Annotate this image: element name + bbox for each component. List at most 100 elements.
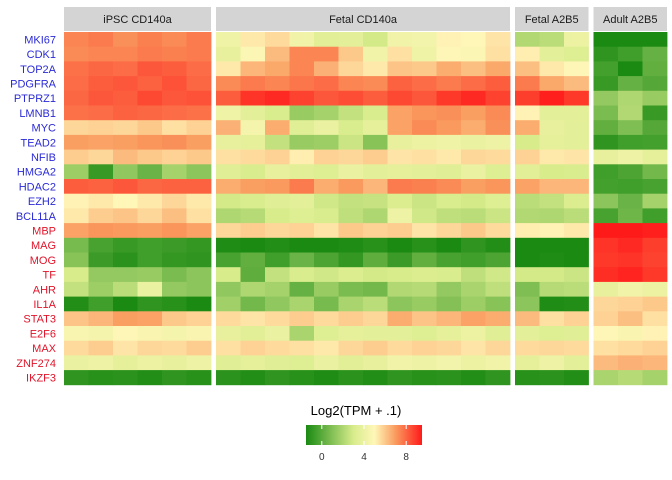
heatmap-cell xyxy=(461,252,486,268)
heatmap-cell xyxy=(289,105,315,121)
heatmap-cell xyxy=(240,237,266,253)
heatmap-cell xyxy=(289,90,315,106)
heatmap-cell xyxy=(113,120,138,136)
heatmap-cell xyxy=(436,237,462,253)
heatmap-cell xyxy=(485,120,511,136)
heatmap-cell xyxy=(387,61,413,77)
heatmap-cell xyxy=(338,340,364,356)
heatmap-cell xyxy=(265,134,290,150)
heatmap-cell xyxy=(515,252,540,268)
heatmap-cell xyxy=(515,134,540,150)
heatmap-cell xyxy=(539,326,565,342)
heatmap-cell xyxy=(412,149,437,165)
gene-labels: MKI67 CDK1 TOP2A PDGFRA PTPRZ1 LMNB1 MYC TEAD2 N… xyxy=(10,34,57,384)
heatmap-cell xyxy=(64,267,89,283)
heatmap-cell xyxy=(539,340,565,356)
heatmap-cell xyxy=(461,281,486,297)
heatmap-cell xyxy=(113,164,138,180)
heatmap-cell xyxy=(289,281,315,297)
heatmap-cell xyxy=(113,105,138,121)
heatmap-cell xyxy=(88,326,114,342)
heatmap-cell xyxy=(64,340,89,356)
heatmap-cell xyxy=(642,223,668,239)
heatmap-cell xyxy=(240,208,266,224)
heatmap-cell xyxy=(64,355,89,371)
panel-label: iPSC CD140a xyxy=(103,14,172,26)
heatmap-cell xyxy=(186,267,212,283)
heatmap-cell xyxy=(539,120,565,136)
heatmap-cell xyxy=(515,370,540,386)
heatmap-cell xyxy=(515,164,540,180)
heatmap-cell xyxy=(88,223,114,239)
gene-label: IL1A xyxy=(33,299,56,311)
heatmap-cell xyxy=(289,296,315,312)
heatmap-cell xyxy=(363,223,388,239)
heatmap-cell xyxy=(338,164,364,180)
heatmap-cell xyxy=(162,267,187,283)
heatmap-cell xyxy=(539,76,565,92)
heatmap-cell xyxy=(485,296,511,312)
heatmap-cell xyxy=(387,76,413,92)
heatmap-cell xyxy=(64,76,89,92)
heatmap-cell xyxy=(338,134,364,150)
heatmap-cell xyxy=(240,179,266,195)
gene-label: EZH2 xyxy=(28,196,56,208)
heatmap-cell xyxy=(137,193,163,209)
heatmap-cell xyxy=(515,193,540,209)
heatmap-cell xyxy=(240,281,266,297)
heatmap-cell xyxy=(88,267,114,283)
heatmap-cell xyxy=(338,281,364,297)
heatmap-cell xyxy=(314,46,339,62)
heatmap-cell xyxy=(137,164,163,180)
heatmap-cell xyxy=(338,237,364,253)
heatmap-cell xyxy=(88,149,114,165)
heatmap-cell xyxy=(618,281,643,297)
heatmap-cell xyxy=(564,149,589,165)
heatmap-cell xyxy=(137,355,163,371)
heatmap-cell xyxy=(186,179,212,195)
heatmap-cell xyxy=(461,193,486,209)
heatmap-cell xyxy=(240,355,266,371)
heatmap-cell xyxy=(618,149,643,165)
heatmap-cell xyxy=(113,296,138,312)
heatmap-cell xyxy=(88,296,114,312)
heatmap-cell xyxy=(412,281,437,297)
heatmap-cell xyxy=(137,252,163,268)
heatmap-cell xyxy=(265,340,290,356)
heatmap-cell xyxy=(593,193,619,209)
heatmap-cell xyxy=(485,76,511,92)
heatmap-cell xyxy=(137,90,163,106)
heatmap-cell xyxy=(412,164,437,180)
heatmap-cell xyxy=(265,281,290,297)
legend-colorbar xyxy=(306,425,422,445)
heatmap-cell xyxy=(461,164,486,180)
heatmap-cell xyxy=(64,281,89,297)
heatmap-cell xyxy=(387,370,413,386)
heatmap-cell xyxy=(338,223,364,239)
gene-label: HMGA2 xyxy=(17,167,56,179)
heatmap-cell xyxy=(186,61,212,77)
heatmap-cell xyxy=(113,340,138,356)
heatmap-cell xyxy=(363,208,388,224)
heatmap-cell xyxy=(162,326,187,342)
heatmap-cell xyxy=(216,90,241,106)
heatmap-cell xyxy=(387,164,413,180)
heatmap-cell xyxy=(289,326,315,342)
heatmap-cell xyxy=(412,296,437,312)
heatmap-cell xyxy=(88,76,114,92)
heatmap-cell xyxy=(216,134,241,150)
heatmap-cell xyxy=(265,32,290,48)
heatmap-cell xyxy=(593,32,619,48)
heatmap-cell xyxy=(387,193,413,209)
heatmap-cell xyxy=(564,237,589,253)
heatmap-cell xyxy=(363,134,388,150)
heatmap-cell xyxy=(314,223,339,239)
heatmap-cell xyxy=(265,237,290,253)
heatmap-cell xyxy=(387,326,413,342)
heatmap-cell xyxy=(64,105,89,121)
heatmap-cell xyxy=(564,223,589,239)
heatmap-cell xyxy=(593,76,619,92)
heatmap-cell xyxy=(216,76,241,92)
heatmap-cell xyxy=(618,296,643,312)
heatmap-cell xyxy=(113,370,138,386)
